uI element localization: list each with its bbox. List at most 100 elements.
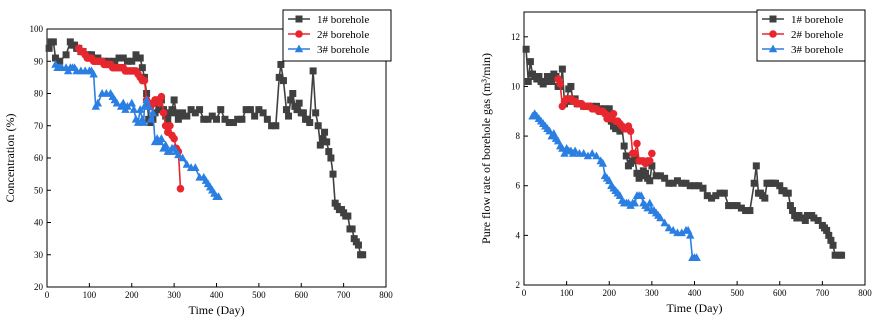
x-tick-label: 500 <box>730 288 744 298</box>
data-point <box>633 139 641 148</box>
y-tick-label: 4 <box>516 230 521 240</box>
data-point <box>827 236 835 244</box>
data-point <box>56 57 64 65</box>
data-point <box>609 109 618 118</box>
y-tick-label: 80 <box>34 89 44 99</box>
data-point <box>93 98 103 107</box>
x-tick-label: 400 <box>688 288 702 298</box>
data-point <box>761 194 769 202</box>
series-2 <box>74 44 185 193</box>
data-point <box>214 192 223 200</box>
data-point <box>652 172 660 180</box>
data-point <box>309 67 317 75</box>
data-point <box>200 115 208 123</box>
data-point <box>123 101 132 110</box>
data-point <box>178 153 187 162</box>
data-point <box>255 106 263 114</box>
data-point <box>583 151 593 160</box>
data-point <box>146 114 156 123</box>
data-point <box>289 90 297 97</box>
data-point <box>314 122 322 130</box>
data-point <box>645 198 654 207</box>
data-point <box>637 191 646 199</box>
data-point <box>720 189 728 197</box>
data-point <box>279 77 287 85</box>
y-tick-label: 50 <box>34 185 44 195</box>
data-point <box>133 118 143 126</box>
data-point <box>251 112 259 120</box>
data-point <box>155 99 164 107</box>
data-point <box>174 150 183 159</box>
y-tick-label: 8 <box>516 131 521 141</box>
data-point <box>128 57 136 65</box>
data-point <box>321 128 329 136</box>
data-point <box>522 45 530 53</box>
data-point <box>164 115 172 123</box>
data-point <box>277 60 285 68</box>
data-point <box>691 182 698 190</box>
data-point <box>541 77 549 85</box>
data-point <box>89 69 98 78</box>
data-point <box>810 214 818 222</box>
data-point <box>622 152 630 160</box>
data-point <box>316 141 324 149</box>
data-point <box>656 172 664 180</box>
data-point <box>318 135 326 143</box>
data-point <box>708 194 716 202</box>
data-point <box>548 77 556 85</box>
data-point <box>686 230 695 239</box>
data-point <box>62 51 70 59</box>
legend-label: 1# borehole <box>317 14 369 26</box>
data-point <box>229 119 237 127</box>
y-tick-label: 10 <box>511 81 521 91</box>
legend-label: 3# borehole <box>791 44 843 56</box>
data-point <box>166 121 174 130</box>
legend-swatch-marker <box>295 15 303 23</box>
data-point <box>325 148 333 156</box>
data-point <box>295 99 303 107</box>
x-tick-label: 300 <box>645 288 659 298</box>
data-point <box>348 225 356 233</box>
data-point <box>170 134 178 143</box>
data-point <box>136 105 145 113</box>
legend: 1# borehole 2# borehole 3# borehole <box>282 9 392 62</box>
data-point <box>643 203 652 212</box>
data-point <box>673 177 681 185</box>
data-point <box>695 182 703 190</box>
data-point <box>641 169 649 177</box>
data-point <box>168 106 176 114</box>
data-point <box>359 251 367 259</box>
data-point <box>187 106 195 114</box>
data-point <box>776 182 784 190</box>
data-point <box>598 158 608 167</box>
x-tick-label: 800 <box>858 288 872 298</box>
data-point <box>127 98 136 107</box>
concentration-chart: 0 100 200 300 400 500 600 700 800 20 30 40 50 60 70 80 9… <box>3 9 393 317</box>
data-point <box>665 179 673 187</box>
data-point <box>579 148 588 157</box>
data-point <box>631 149 639 158</box>
data-point <box>626 127 635 135</box>
data-point <box>246 106 254 114</box>
x-tick-label: 400 <box>210 290 224 300</box>
legend-swatch-marker <box>768 44 778 53</box>
legend-swatch-marker <box>769 30 777 38</box>
data-point <box>182 159 192 168</box>
data-point <box>682 179 690 187</box>
data-point <box>668 225 678 234</box>
data-point <box>699 184 707 192</box>
data-point <box>646 177 654 185</box>
x-tick-label: 500 <box>252 290 266 300</box>
data-point <box>282 106 290 114</box>
y-tick-label: 20 <box>34 282 44 292</box>
data-point <box>661 174 669 182</box>
data-point <box>159 109 168 117</box>
data-point <box>140 76 149 85</box>
data-point <box>170 96 178 104</box>
series-line <box>54 64 219 198</box>
data-point <box>119 54 127 62</box>
data-point <box>179 109 187 117</box>
data-point <box>115 54 123 62</box>
y-tick-label: 40 <box>34 218 44 228</box>
